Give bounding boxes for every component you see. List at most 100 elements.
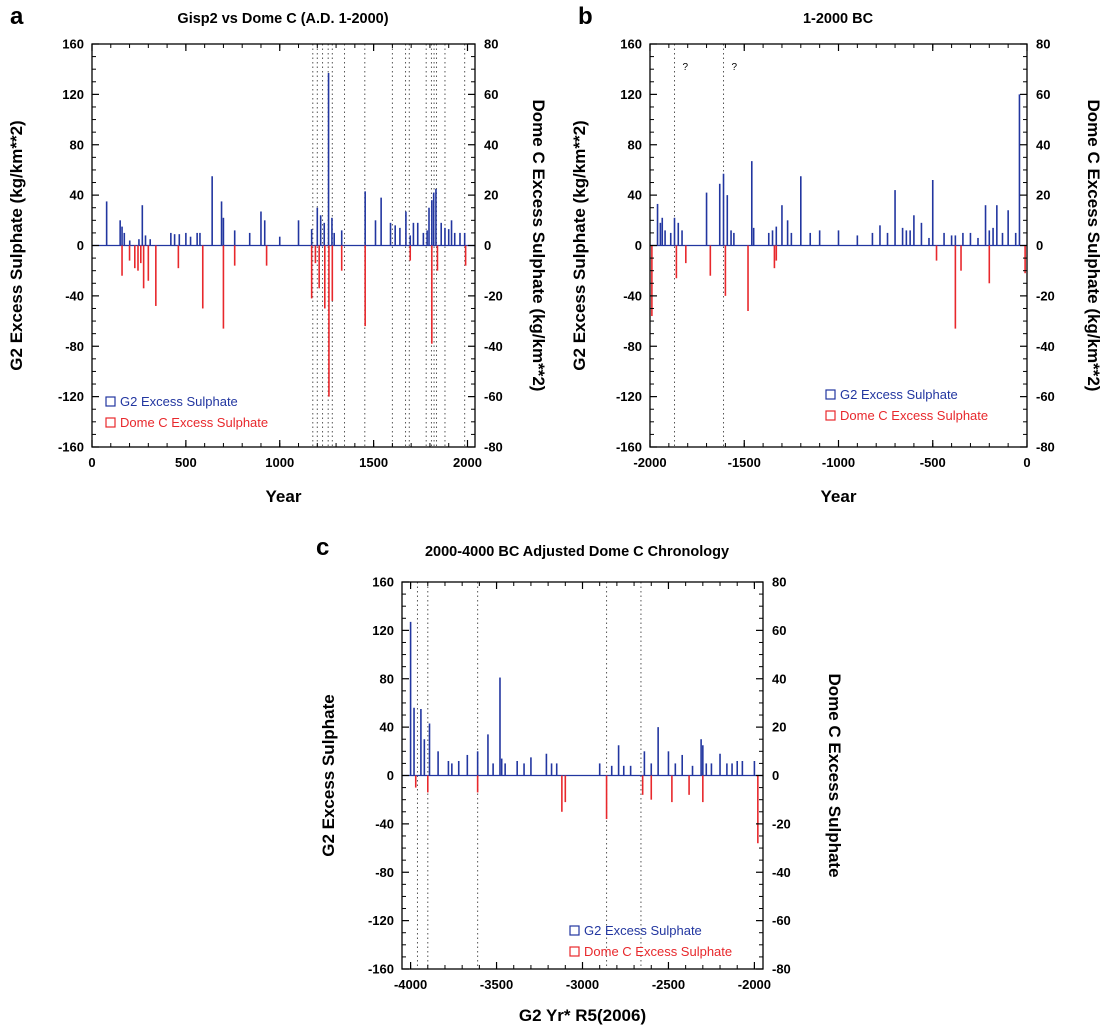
y-tick-label: -160 (58, 440, 84, 455)
x-tick-label: -500 (920, 455, 946, 470)
legend-label: G2 Excess Sulphate (840, 387, 958, 402)
y-tick-label: 120 (62, 87, 84, 102)
y-right-tick-label: 20 (1036, 188, 1050, 203)
y-right-tick-label: -80 (772, 962, 791, 977)
y-right-tick-label: 60 (1036, 87, 1050, 102)
y-tick-label: -160 (616, 440, 642, 455)
y-tick-label: -80 (65, 339, 84, 354)
y-tick-label: 120 (372, 623, 394, 638)
legend-label: Dome C Excess Sulphate (584, 944, 732, 959)
y-tick-label: -80 (375, 865, 394, 880)
y-right-tick-label: -40 (1036, 339, 1055, 354)
y-tick-label: 160 (620, 37, 642, 52)
uncertainty-mark: ? (683, 62, 689, 73)
y-tick-label: 40 (380, 720, 394, 735)
y-tick-label: 80 (380, 671, 394, 686)
domec-legend-swatch (825, 410, 836, 421)
x-tick-label: -3000 (566, 977, 599, 992)
x-tick-label: 1500 (359, 455, 388, 470)
y-right-tick-label: 0 (484, 238, 491, 253)
y-tick-label: 120 (620, 87, 642, 102)
legend-label: G2 Excess Sulphate (120, 394, 238, 409)
y-tick-label: 40 (628, 188, 642, 203)
x-tick-label: 500 (175, 455, 197, 470)
y-tick-label: 160 (372, 575, 394, 590)
y-right-tick-label: 40 (484, 137, 498, 152)
domec-legend-swatch (105, 417, 116, 428)
x-tick-label: -1500 (728, 455, 761, 470)
y-right-tick-label: 40 (772, 671, 786, 686)
chart-title: Gisp2 vs Dome C (A.D. 1-2000) (177, 11, 388, 27)
x-tick-label: -3500 (480, 977, 513, 992)
y-right-axis-title: Dome C Excess Sulphate (825, 673, 844, 877)
y-tick-label: -120 (616, 389, 642, 404)
y-tick-label: 80 (628, 137, 642, 152)
y-right-tick-label: 40 (1036, 137, 1050, 152)
y-right-tick-label: -20 (772, 816, 791, 831)
x-tick-label: -1000 (822, 455, 855, 470)
x-tick-label: 0 (88, 455, 95, 470)
chart-panel-b: b 1-2000 BC? ? -160 -120 -80 -40 0 40 80 120 160 -80… (570, 3, 1102, 506)
y-right-tick-label: -40 (772, 865, 791, 880)
y-tick-label: -40 (623, 288, 642, 303)
g2-legend-swatch (825, 389, 836, 400)
y-tick-label: 0 (387, 768, 394, 783)
y-axis-title: G2 Excess Sulphate (319, 694, 338, 857)
panel-letter: b (578, 3, 593, 30)
x-tick-label: 0 (1023, 455, 1030, 470)
y-right-axis-title: Dome C Excess Sulphate (kg/km**2) (529, 100, 548, 392)
y-right-tick-label: 20 (484, 188, 498, 203)
g2-legend-swatch (569, 925, 580, 936)
x-tick-label: -2000 (738, 977, 771, 992)
x-axis-title: Year (821, 487, 857, 506)
legend: G2 Excess Sulphate Dome C Excess Sulphate (105, 394, 268, 430)
x-tick-label: 2000 (453, 455, 482, 470)
y-right-tick-label: 20 (772, 720, 786, 735)
legend: G2 Excess Sulphate Dome C Excess Sulphate (825, 387, 988, 423)
legend-label: G2 Excess Sulphate (584, 923, 702, 938)
y-right-tick-label: -80 (1036, 440, 1055, 455)
y-right-tick-label: -20 (1036, 288, 1055, 303)
y-right-tick-label: 0 (772, 768, 779, 783)
x-tick-label: -2500 (652, 977, 685, 992)
y-right-tick-label: 80 (1036, 37, 1050, 52)
y-tick-label: 40 (70, 188, 84, 203)
chart-title: 2000-4000 BC Adjusted Dome C Chronology (425, 544, 729, 560)
y-right-tick-label: -60 (1036, 389, 1055, 404)
y-right-tick-label: -60 (772, 913, 791, 928)
y-right-tick-label: -40 (484, 339, 503, 354)
y-right-tick-label: 80 (772, 575, 786, 590)
panel-letter: a (10, 3, 24, 30)
y-right-tick-label: 80 (484, 37, 498, 52)
y-right-tick-label: 60 (484, 87, 498, 102)
y-tick-label: -120 (58, 389, 84, 404)
x-tick-label: -4000 (394, 977, 427, 992)
x-tick-label: -2000 (633, 455, 666, 470)
y-axis-title: G2 Excess Sulphate (kg/km**2) (7, 120, 26, 370)
y-tick-label: -40 (65, 288, 84, 303)
g2-legend-swatch (105, 396, 116, 407)
y-right-axis-title: Dome C Excess Sulphate (kg/km**2) (1084, 100, 1102, 392)
chart-title: 1-2000 BC (803, 11, 874, 27)
y-tick-label: -40 (375, 816, 394, 831)
y-right-tick-label: -20 (484, 288, 503, 303)
chart-panel-c: c 2000-4000 BC Adjusted Dome C Chronology… (316, 534, 844, 1025)
panel-letter: c (316, 534, 329, 561)
y-right-tick-label: 0 (1036, 238, 1043, 253)
y-right-tick-label: -80 (484, 440, 503, 455)
x-tick-label: 1000 (265, 455, 294, 470)
uncertainty-mark: ? (732, 62, 738, 73)
y-tick-label: -160 (368, 962, 394, 977)
legend-label: Dome C Excess Sulphate (120, 415, 268, 430)
y-tick-label: 160 (62, 37, 84, 52)
domec-legend-swatch (569, 946, 580, 957)
legend: G2 Excess Sulphate Dome C Excess Sulphate (569, 923, 732, 959)
y-tick-label: -120 (368, 913, 394, 928)
y-right-tick-label: -60 (484, 389, 503, 404)
x-axis-title: Year (266, 487, 302, 506)
y-tick-label: 0 (77, 238, 84, 253)
y-tick-label: 80 (70, 137, 84, 152)
legend-label: Dome C Excess Sulphate (840, 408, 988, 423)
y-tick-label: 0 (635, 238, 642, 253)
